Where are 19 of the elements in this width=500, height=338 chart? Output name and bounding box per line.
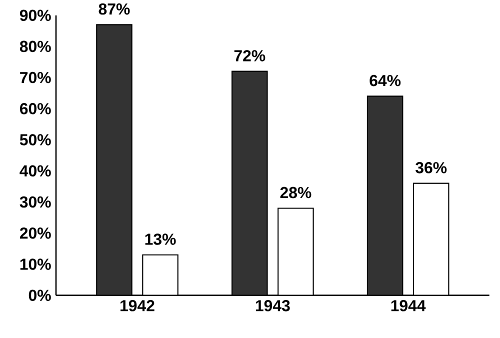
y-tick-label: 50% <box>20 134 51 146</box>
data-label: 87% <box>98 3 130 15</box>
x-tick-label: 1943 <box>256 300 290 312</box>
y-tick-label: 20% <box>20 227 51 239</box>
x-tick-label: 1944 <box>391 300 426 312</box>
y-tick-label: 10% <box>20 258 51 270</box>
y-tick-label: 80% <box>20 40 51 52</box>
x-tick-label: 1942 <box>120 300 154 312</box>
y-tick-label: 90% <box>20 10 51 21</box>
data-label: 36% <box>416 162 447 174</box>
y-tick-label: 70% <box>20 72 51 84</box>
data-label: 13% <box>145 234 176 245</box>
data-label: 72% <box>234 50 266 62</box>
y-tick-label: 30% <box>20 196 51 208</box>
y-tick-label: 0% <box>28 290 51 301</box>
data-label: 64% <box>370 74 401 86</box>
y-tick-label: 40% <box>20 165 51 177</box>
y-tick-label: 60% <box>20 103 51 114</box>
data-label: 28% <box>280 186 312 198</box>
